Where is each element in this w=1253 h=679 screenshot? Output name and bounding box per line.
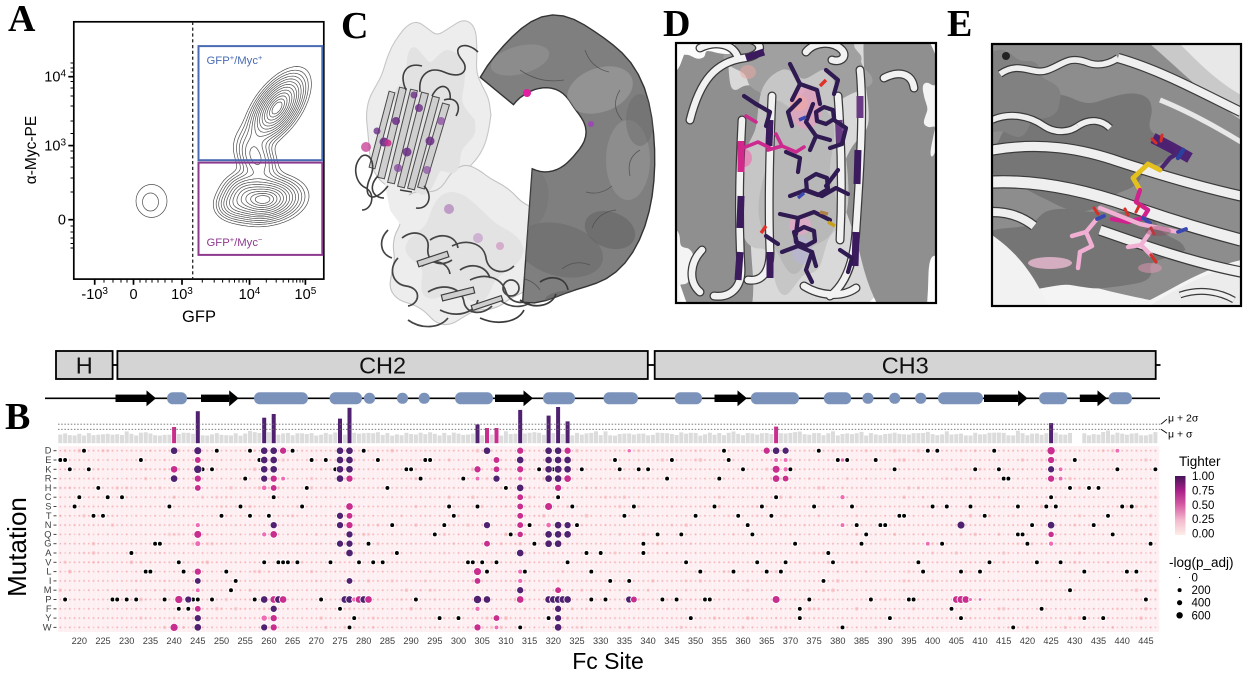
svg-text:380: 380 xyxy=(830,636,845,646)
svg-text:345: 345 xyxy=(664,636,679,646)
svg-text:445: 445 xyxy=(1138,636,1153,646)
svg-text:285: 285 xyxy=(380,636,395,646)
svg-text:325: 325 xyxy=(569,636,584,646)
svg-text:N: N xyxy=(45,520,52,530)
svg-text:0.00: 0.00 xyxy=(1192,529,1214,541)
svg-text:B: B xyxy=(5,396,30,438)
svg-text:320: 320 xyxy=(546,636,561,646)
svg-text:415: 415 xyxy=(996,636,1011,646)
svg-text:355: 355 xyxy=(712,636,727,646)
svg-text:I: I xyxy=(49,576,52,586)
svg-text:0: 0 xyxy=(58,213,66,229)
svg-text:225: 225 xyxy=(95,636,110,646)
svg-text:Tighter: Tighter xyxy=(1179,454,1221,469)
svg-text:340: 340 xyxy=(640,636,655,646)
svg-text:H: H xyxy=(76,353,93,379)
svg-text:400: 400 xyxy=(925,636,940,646)
svg-text:410: 410 xyxy=(972,636,987,646)
svg-text:0.75: 0.75 xyxy=(1192,485,1214,497)
svg-text:350: 350 xyxy=(688,636,703,646)
svg-text:405: 405 xyxy=(949,636,964,646)
svg-text:600: 600 xyxy=(1192,610,1211,622)
svg-text:220: 220 xyxy=(72,636,87,646)
svg-text:390: 390 xyxy=(878,636,893,646)
svg-text:375: 375 xyxy=(806,636,821,646)
svg-text:S: S xyxy=(45,502,51,512)
svg-text:0.25: 0.25 xyxy=(1192,514,1214,526)
svg-text:235: 235 xyxy=(143,636,158,646)
svg-text:Q: Q xyxy=(44,529,51,539)
svg-text:240: 240 xyxy=(166,636,181,646)
svg-text:315: 315 xyxy=(522,636,537,646)
svg-text:0: 0 xyxy=(129,287,137,303)
svg-text:G: G xyxy=(44,539,51,549)
svg-text:310: 310 xyxy=(498,636,513,646)
svg-text:335: 335 xyxy=(617,636,632,646)
svg-text:425: 425 xyxy=(1043,636,1058,646)
svg-text:M: M xyxy=(44,585,52,595)
svg-text:245: 245 xyxy=(190,636,205,646)
svg-text:μ + σ: μ + σ xyxy=(1168,429,1193,441)
svg-text:W: W xyxy=(43,622,52,632)
svg-text:Y: Y xyxy=(45,613,51,623)
svg-text:K: K xyxy=(45,464,52,474)
svg-text:D: D xyxy=(663,3,690,45)
svg-text:Fc Site: Fc Site xyxy=(572,648,644,674)
svg-text:F: F xyxy=(46,604,52,614)
svg-text:370: 370 xyxy=(783,636,798,646)
svg-text:T: T xyxy=(46,511,52,521)
svg-text:GFP+/Myc+: GFP+/Myc+ xyxy=(207,53,263,67)
svg-text:250: 250 xyxy=(214,636,229,646)
svg-text:435: 435 xyxy=(1091,636,1106,646)
svg-text:L: L xyxy=(46,567,51,577)
svg-text:A: A xyxy=(45,548,52,558)
svg-text:C: C xyxy=(341,5,368,47)
svg-text:255: 255 xyxy=(238,636,253,646)
svg-text:GFP: GFP xyxy=(182,308,216,326)
svg-text:Mutation: Mutation xyxy=(2,497,32,597)
svg-text:CH3: CH3 xyxy=(882,353,929,379)
svg-text:400: 400 xyxy=(1192,598,1211,610)
svg-text:260: 260 xyxy=(261,636,276,646)
svg-text:395: 395 xyxy=(901,636,916,646)
svg-text:200: 200 xyxy=(1192,585,1211,597)
svg-text:275: 275 xyxy=(332,636,347,646)
svg-text:A: A xyxy=(8,0,36,40)
svg-text:360: 360 xyxy=(735,636,750,646)
svg-text:R: R xyxy=(45,474,52,484)
svg-text:α-Myc-PE: α-Myc-PE xyxy=(23,116,40,184)
svg-text:-103: -103 xyxy=(81,286,108,303)
svg-text:C: C xyxy=(45,492,52,502)
svg-text:265: 265 xyxy=(285,636,300,646)
svg-text:270: 270 xyxy=(309,636,324,646)
svg-text:420: 420 xyxy=(1020,636,1035,646)
svg-text:300: 300 xyxy=(451,636,466,646)
svg-text:CH2: CH2 xyxy=(359,353,406,379)
svg-text:0: 0 xyxy=(1192,573,1198,585)
svg-text:GFP+/Myc−: GFP+/Myc− xyxy=(207,235,263,249)
svg-text:H: H xyxy=(45,483,52,493)
svg-text:P: P xyxy=(45,595,51,605)
svg-text:290: 290 xyxy=(403,636,418,646)
svg-text:μ + 2σ: μ + 2σ xyxy=(1168,413,1199,425)
svg-text:D: D xyxy=(45,446,52,456)
svg-text:0.50: 0.50 xyxy=(1192,500,1214,512)
svg-text:440: 440 xyxy=(1115,636,1130,646)
svg-text:E: E xyxy=(947,3,972,45)
svg-text:295: 295 xyxy=(427,636,442,646)
svg-text:365: 365 xyxy=(759,636,774,646)
svg-text:1.00: 1.00 xyxy=(1192,471,1214,483)
svg-text:230: 230 xyxy=(119,636,134,646)
svg-text:330: 330 xyxy=(593,636,608,646)
svg-text:430: 430 xyxy=(1067,636,1082,646)
svg-text:-log(p_adj): -log(p_adj) xyxy=(1169,555,1234,570)
svg-text:V: V xyxy=(45,557,52,567)
svg-text:305: 305 xyxy=(475,636,490,646)
svg-text:280: 280 xyxy=(356,636,371,646)
svg-text:E: E xyxy=(45,455,51,465)
svg-text:385: 385 xyxy=(854,636,869,646)
